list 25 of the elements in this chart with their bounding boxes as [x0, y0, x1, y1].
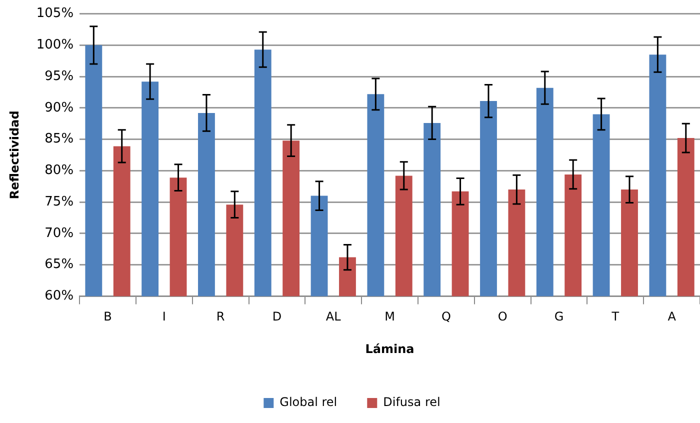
y-tick-label: 90%: [44, 100, 74, 116]
x-tick-label: O: [498, 310, 508, 324]
x-tick-label: M: [384, 310, 395, 324]
x-tick-label: B: [104, 310, 112, 324]
x-tick-label: Q: [441, 310, 451, 324]
x-tick-label: I: [162, 310, 166, 324]
x-tick-label: R: [216, 310, 225, 324]
y-axis-title: Reflectividad: [7, 110, 22, 200]
legend-label: Difusa rel: [383, 395, 440, 410]
x-tick-label: AL: [326, 310, 342, 324]
y-tick-label: 75%: [44, 194, 74, 210]
x-tick-label: T: [610, 310, 620, 324]
x-tick-label: G: [554, 310, 564, 324]
x-axis-title: Lámina: [365, 342, 414, 356]
y-tick-label: 95%: [44, 68, 74, 84]
y-tick-label: 70%: [44, 226, 74, 241]
y-tick-label: 80%: [44, 163, 74, 178]
x-tick-label: A: [668, 310, 677, 324]
x-tick-label: D: [272, 310, 282, 324]
y-tick-label: 60%: [44, 288, 74, 304]
y-tick-label: 85%: [44, 132, 74, 147]
y-tick-label: 105%: [36, 6, 74, 22]
y-tick-label: 100%: [36, 38, 74, 53]
legend-label: Global rel: [280, 395, 338, 410]
y-tick-label: 65%: [44, 257, 74, 272]
